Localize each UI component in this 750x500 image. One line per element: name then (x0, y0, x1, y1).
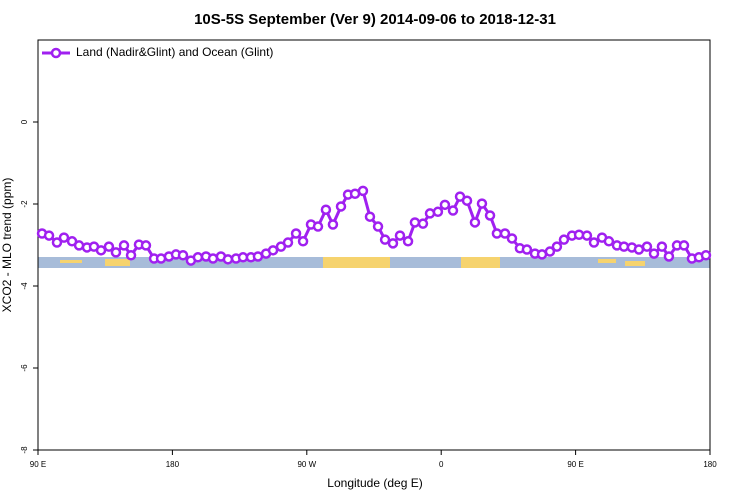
data-point (663, 251, 675, 262)
data-point (394, 230, 406, 241)
legend-marker (50, 47, 62, 59)
data-point (252, 251, 264, 262)
data-point (558, 234, 570, 245)
data-point (372, 221, 384, 232)
land-island (60, 260, 82, 263)
map-strip (38, 257, 710, 268)
x-tick-label: 90 W (297, 460, 316, 469)
data-point (312, 221, 324, 232)
data-point (110, 247, 122, 258)
y-tick-label: -6 (20, 364, 29, 372)
data-point (327, 219, 339, 230)
x-tick-label: 180 (166, 460, 180, 469)
chart-title: 10S-5S September (Ver 9) 2014-09-06 to 2… (194, 11, 556, 28)
data-point (499, 228, 511, 239)
data-point (461, 195, 473, 206)
data-point (469, 217, 481, 228)
data-point (125, 250, 137, 261)
land-band (461, 257, 500, 268)
data-point (447, 205, 459, 216)
data-point (282, 237, 294, 248)
data-point (641, 241, 653, 252)
data-point (387, 238, 399, 249)
data-point (521, 244, 533, 255)
data-point (43, 230, 55, 241)
y-axis-label: XCO2 - MLO trend (ppm) (0, 178, 14, 313)
data-point (700, 250, 712, 261)
data-point (588, 237, 600, 248)
data-point (439, 199, 451, 211)
data-point (432, 206, 444, 218)
data-point (290, 228, 302, 239)
land-band (323, 257, 390, 268)
x-axis-label: Longitude (deg E) (327, 476, 422, 490)
y-tick-label: -2 (20, 200, 29, 208)
data-point (95, 245, 107, 256)
land-island (598, 259, 616, 263)
data-point (58, 232, 70, 243)
data-point (417, 218, 429, 229)
data-point (222, 254, 234, 265)
data-point (581, 230, 593, 241)
x-tick-label: 90 E (567, 460, 583, 469)
y-tick-label: -4 (20, 282, 29, 290)
data-point (491, 228, 503, 239)
data-point (297, 236, 309, 247)
data-point (656, 241, 668, 252)
data-point (335, 201, 347, 212)
data-point (633, 244, 645, 255)
data-point (177, 250, 189, 261)
data-point (118, 240, 130, 251)
x-tick-label: 0 (439, 460, 444, 469)
data-point (364, 211, 376, 222)
data-point (409, 217, 421, 228)
data-point (357, 185, 369, 197)
data-point (267, 245, 279, 256)
data-point (379, 234, 391, 245)
legend-label: Land (Nadir&Glint) and Ocean (Glint) (76, 45, 273, 59)
data-point (544, 246, 556, 257)
data-point (320, 204, 332, 215)
land-island (625, 261, 645, 266)
data-point (103, 241, 115, 252)
data-point (551, 241, 563, 252)
plot-frame (37, 39, 711, 451)
data-point (51, 237, 63, 248)
data-point (402, 236, 414, 247)
data-point (648, 248, 660, 259)
y-tick-label: 0 (20, 119, 29, 124)
data-point (678, 240, 690, 251)
x-tick-label: 180 (703, 460, 717, 469)
data-point (192, 252, 204, 263)
data-point (603, 236, 615, 247)
land-island (105, 259, 130, 266)
data-point (484, 210, 496, 221)
data-point (476, 198, 488, 209)
x-tick-label: 90 E (30, 460, 46, 469)
data-point (140, 240, 152, 251)
data-point (506, 233, 518, 244)
y-tick-label: -8 (20, 446, 29, 454)
